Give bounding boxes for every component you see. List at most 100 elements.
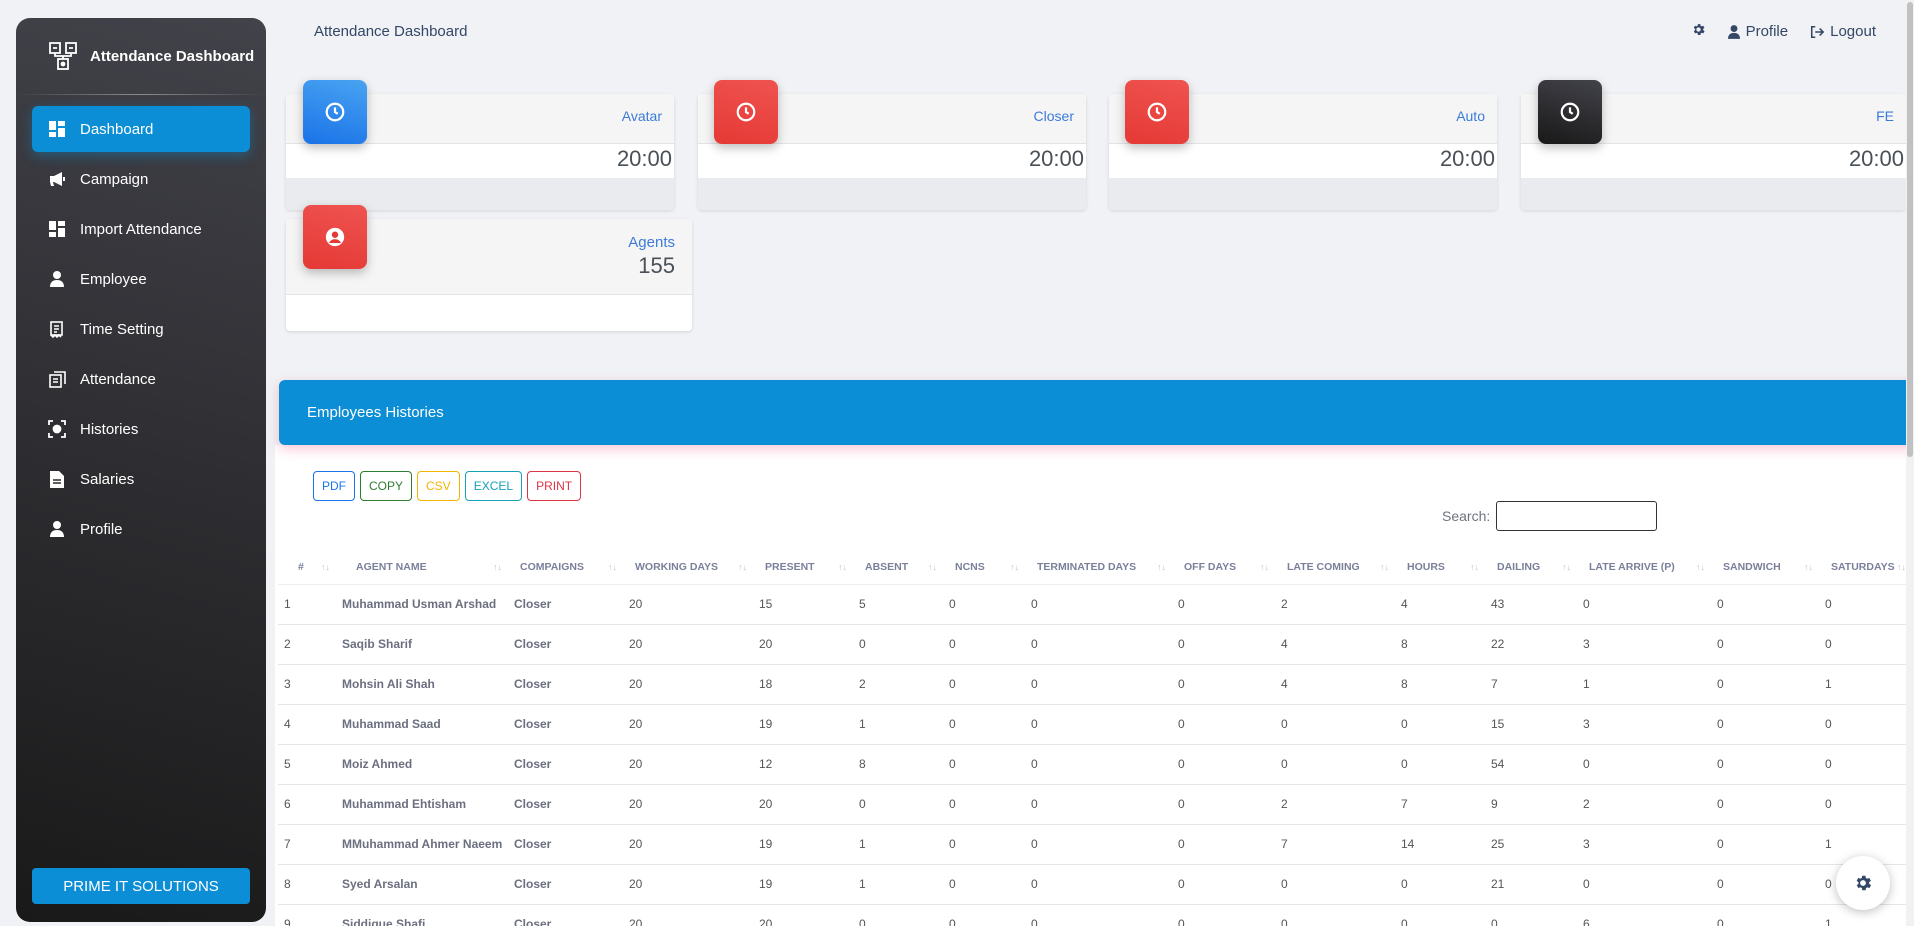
column-header[interactable]: DAILING ↑↓: [1487, 550, 1579, 585]
column-header-label: SANDWICH: [1723, 560, 1781, 573]
table-cell: 22: [1487, 624, 1579, 665]
table-row[interactable]: 7 MMuhammad Ahmer Naeem Closer 20 19 1 0 0 0 7 14 2…: [278, 824, 1914, 865]
histories-header: Employees Histories: [279, 380, 1914, 445]
gear-icon[interactable]: [1691, 22, 1706, 41]
column-header-label: TERMINATED DAYS: [1037, 560, 1137, 573]
table-cell: 0: [1397, 704, 1487, 745]
table-cell: 0: [1821, 584, 1914, 625]
column-header-label: NCNS: [955, 560, 985, 573]
table-cell: 54: [1487, 744, 1579, 785]
table-cell: 0: [945, 784, 1027, 825]
table-row[interactable]: 1 Muhammad Usman Arshad Closer 20 15 5 0 0 0 2 4 43…: [278, 584, 1914, 625]
agent-name-cell: Muhammad Ehtisham: [338, 784, 510, 825]
file-icon: [48, 470, 66, 488]
column-header[interactable]: SANDWICH ↑↓: [1713, 550, 1821, 585]
column-header[interactable]: HOURS ↑↓: [1397, 550, 1487, 585]
column-header[interactable]: ABSENT ↑↓: [855, 550, 945, 585]
brand[interactable]: Attendance Dashboard: [16, 18, 266, 94]
table-cell: 25: [1487, 824, 1579, 865]
sort-icon: ↑↓: [1562, 562, 1571, 572]
sidebar-item-time-setting[interactable]: Time Setting: [32, 306, 250, 352]
sidebar-item-attendance[interactable]: Attendance: [32, 356, 250, 402]
agent-name-cell: Mohsin Ali Shah: [338, 664, 510, 705]
campaign-cell: Closer: [510, 904, 625, 926]
column-header[interactable]: TERMINATED DAYS ↑↓: [1027, 550, 1174, 585]
scrollbar-thumb[interactable]: [1907, 2, 1913, 457]
copy-button[interactable]: COPY: [360, 471, 413, 501]
table-cell: 0: [1397, 744, 1487, 785]
column-header[interactable]: NCNS ↑↓: [945, 550, 1027, 585]
column-header[interactable]: AGENT NAME ↑↓: [338, 550, 510, 585]
column-header[interactable]: OFF DAYS ↑↓: [1174, 550, 1277, 585]
prime-it-solutions-button[interactable]: PRIME IT SOLUTIONS: [32, 868, 250, 904]
table-cell: 0: [1713, 864, 1821, 905]
sidebar-item-histories[interactable]: Histories: [32, 406, 250, 452]
table-cell: 0: [1174, 904, 1277, 926]
stat-value: 20:00: [1439, 146, 1495, 171]
profile-link[interactable]: Profile: [1727, 23, 1788, 40]
search-input[interactable]: [1496, 501, 1658, 531]
logout-link[interactable]: Logout: [1810, 23, 1876, 40]
settings-fab[interactable]: [1836, 856, 1890, 910]
table-cell: 0: [1821, 624, 1914, 665]
table-cell: 0: [1579, 744, 1713, 785]
agent-name-cell: Saqib Sharif: [338, 624, 510, 665]
agent-name-cell: Siddique Shafi: [338, 904, 510, 926]
sort-icon: ↑↓: [608, 562, 617, 572]
column-header-label: LATE ARRIVE (P): [1589, 560, 1675, 573]
table-row[interactable]: 5 Moiz Ahmed Closer 20 12 8 0 0 0 0 0 54 0 0 0: [278, 744, 1914, 785]
table-cell: 7: [278, 824, 338, 865]
table-row[interactable]: 8 Syed Arsalan Closer 20 19 1 0 0 0 0 0 21 0 0 0: [278, 864, 1914, 905]
column-header[interactable]: WORKING DAYS ↑↓: [625, 550, 755, 585]
sidebar-item-campaign[interactable]: Campaign: [32, 156, 250, 202]
sidebar-item-import-attendance[interactable]: Import Attendance: [32, 206, 250, 252]
sidebar-item-dashboard[interactable]: Dashboard: [32, 106, 250, 152]
table-cell: 2: [855, 664, 945, 705]
table-cell: 2: [1277, 784, 1397, 825]
user-circle-icon: [303, 205, 367, 269]
table-cell: 0: [1277, 864, 1397, 905]
sort-icon: ↑↓: [738, 562, 747, 572]
column-header[interactable]: # ↑↓: [278, 550, 338, 585]
sort-icon: ↑↓: [1157, 562, 1166, 572]
excel-button[interactable]: EXCEL: [464, 471, 523, 501]
column-header[interactable]: PRESENT ↑↓: [755, 550, 855, 585]
table-cell: 0: [1027, 704, 1174, 745]
sidebar-item-label: Import Attendance: [80, 220, 202, 238]
column-header[interactable]: SATURDAYS ↑↓: [1821, 550, 1914, 585]
table-row[interactable]: 3 Mohsin Ali Shah Closer 20 18 2 0 0 0 4 8 7 1 0 1: [278, 664, 1914, 705]
search-group: Search:: [1442, 501, 1658, 531]
table-cell: 1: [1821, 664, 1914, 705]
sidebar-item-salaries[interactable]: Salaries: [32, 456, 250, 502]
table-cell: 3: [1579, 624, 1713, 665]
table-cell: 0: [945, 824, 1027, 865]
table-header-row: # ↑↓ AGENT NAME ↑↓ COMPAIGNS ↑↓ WORKING DAYS ↑↓…: [278, 550, 1914, 585]
csv-button[interactable]: CSV: [417, 471, 460, 501]
column-header[interactable]: LATE ARRIVE (P) ↑↓: [1579, 550, 1713, 585]
column-header[interactable]: COMPAIGNS ↑↓: [510, 550, 625, 585]
table-cell: 0: [855, 624, 945, 665]
print-button[interactable]: PRINT: [527, 471, 582, 501]
sort-icon: ↑↓: [928, 562, 937, 572]
table-cell: 0: [1821, 784, 1914, 825]
page-scrollbar[interactable]: [1906, 0, 1914, 926]
table-cell: 7: [1487, 664, 1579, 705]
pdf-button[interactable]: PDF: [313, 471, 355, 501]
stat-card-footer: [698, 178, 1086, 210]
table-cell: 0: [1027, 904, 1174, 926]
table-cell: 8: [278, 864, 338, 905]
table-cell: 12: [755, 744, 855, 785]
column-header-label: LATE COMING: [1287, 560, 1360, 573]
table-cell: 0: [1713, 584, 1821, 625]
agent-name-cell: Syed Arsalan: [338, 864, 510, 905]
table-row[interactable]: 4 Muhammad Saad Closer 20 19 1 0 0 0 0 0 15 3 0 0: [278, 704, 1914, 745]
table-row[interactable]: 2 Saqib Sharif Closer 20 20 0 0 0 0 4 8 22 3 0 0: [278, 624, 1914, 665]
table-row[interactable]: 9 Siddique Shafi Closer 20 20 0 0 0 0 0 0 0 6 0 1: [278, 904, 1914, 926]
sidebar-item-employee[interactable]: Employee: [32, 256, 250, 302]
column-header[interactable]: LATE COMING ↑↓: [1277, 550, 1397, 585]
sidebar-item-profile[interactable]: Profile: [32, 506, 250, 552]
histories-table: # ↑↓ AGENT NAME ↑↓ COMPAIGNS ↑↓ WORKING DAYS ↑↓…: [278, 550, 1914, 926]
table-row[interactable]: 6 Muhammad Ehtisham Closer 20 20 0 0 0 0 2 7 9 2 0 0: [278, 784, 1914, 825]
table-cell: 4: [1397, 584, 1487, 625]
column-header-label: HOURS: [1407, 560, 1445, 573]
